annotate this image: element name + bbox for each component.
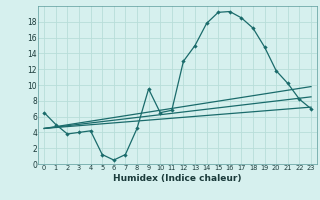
X-axis label: Humidex (Indice chaleur): Humidex (Indice chaleur) [113,174,242,183]
